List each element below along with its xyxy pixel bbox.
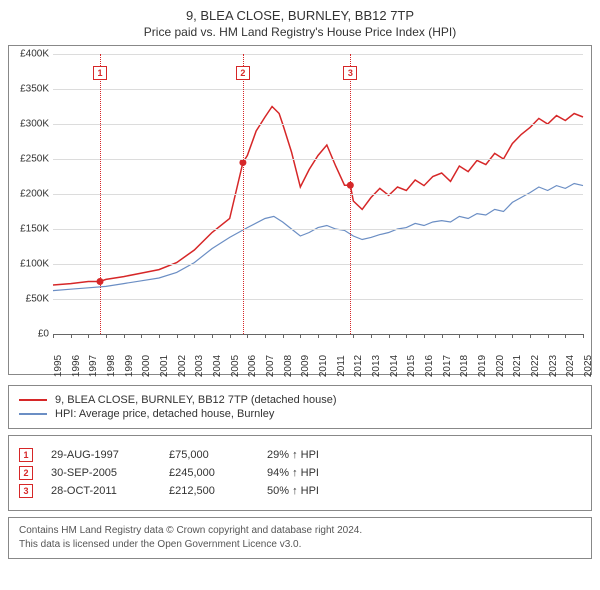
- gridline: [53, 229, 583, 230]
- sale-row-marker: 1: [19, 448, 33, 462]
- legend: 9, BLEA CLOSE, BURNLEY, BB12 7TP (detach…: [8, 385, 592, 429]
- x-tick-label: 2006: [247, 355, 258, 377]
- gridline: [53, 194, 583, 195]
- x-tick-label: 2017: [442, 355, 453, 377]
- sale-reference-line: [243, 54, 244, 334]
- sale-marker-box: 2: [236, 66, 250, 80]
- y-tick-label: £400K: [9, 49, 49, 60]
- x-tick-label: 2016: [424, 355, 435, 377]
- gridline: [53, 299, 583, 300]
- x-tick-label: 2020: [495, 355, 506, 377]
- x-tick-label: 2005: [230, 355, 241, 377]
- x-tick-label: 2024: [565, 355, 576, 377]
- legend-label: HPI: Average price, detached house, Burn…: [55, 408, 274, 420]
- series-line: [53, 107, 583, 286]
- x-tick-label: 2007: [265, 355, 276, 377]
- x-tick-label: 2023: [548, 355, 559, 377]
- x-tick-label: 2009: [300, 355, 311, 377]
- legend-swatch: [19, 399, 47, 401]
- chart-title: 9, BLEA CLOSE, BURNLEY, BB12 7TP: [8, 8, 592, 23]
- x-tick-label: 2012: [353, 355, 364, 377]
- sale-date: 30-SEP-2005: [51, 467, 151, 479]
- x-tick-label: 2015: [406, 355, 417, 377]
- sale-date: 28-OCT-2011: [51, 485, 151, 497]
- gridline: [53, 89, 583, 90]
- x-tick-label: 2014: [389, 355, 400, 377]
- sales-table: 1 29-AUG-1997 £75,000 29% ↑ HPI 2 30-SEP-2005…: [8, 435, 592, 511]
- sale-date: 29-AUG-1997: [51, 449, 151, 461]
- gridline: [53, 124, 583, 125]
- x-tick-label: 2013: [371, 355, 382, 377]
- sale-price: £75,000: [169, 449, 249, 461]
- sale-hpi-delta: 50% ↑ HPI: [267, 485, 367, 497]
- y-tick-label: £350K: [9, 84, 49, 95]
- x-tick-label: 2000: [141, 355, 152, 377]
- x-tick-label: 2018: [459, 355, 470, 377]
- legend-label: 9, BLEA CLOSE, BURNLEY, BB12 7TP (detach…: [55, 394, 336, 406]
- x-tick-label: 2004: [212, 355, 223, 377]
- plot-area: 1 2 3: [53, 54, 583, 334]
- chart-subtitle: Price paid vs. HM Land Registry's House …: [8, 25, 592, 39]
- x-tick-label: 2003: [194, 355, 205, 377]
- sale-row: 3 28-OCT-2011 £212,500 50% ↑ HPI: [19, 484, 581, 498]
- x-tick-label: 2019: [477, 355, 488, 377]
- sale-marker-box: 1: [93, 66, 107, 80]
- x-tick-label: 1999: [124, 355, 135, 377]
- x-tick-label: 1996: [71, 355, 82, 377]
- legend-item: 9, BLEA CLOSE, BURNLEY, BB12 7TP (detach…: [19, 394, 581, 406]
- chart-container: £0 £50K £100K £150K £200K £250K £300K £350K £400…: [8, 45, 592, 375]
- x-tick: [583, 334, 584, 338]
- footer-line-1: Contains HM Land Registry data © Crown c…: [19, 524, 581, 538]
- x-tick-label: 2010: [318, 355, 329, 377]
- sale-reference-line: [100, 54, 101, 334]
- x-tick-label: 2025: [583, 355, 594, 377]
- x-tick-label: 2021: [512, 355, 523, 377]
- sale-hpi-delta: 94% ↑ HPI: [267, 467, 367, 479]
- y-tick-label: £100K: [9, 259, 49, 270]
- footer-line-2: This data is licensed under the Open Gov…: [19, 538, 581, 552]
- x-tick-label: 2022: [530, 355, 541, 377]
- gridline: [53, 54, 583, 55]
- x-tick-label: 1997: [88, 355, 99, 377]
- y-tick-label: £0: [9, 329, 49, 340]
- y-tick-label: £200K: [9, 189, 49, 200]
- sale-hpi-delta: 29% ↑ HPI: [267, 449, 367, 461]
- y-tick-label: £150K: [9, 224, 49, 235]
- attribution-footer: Contains HM Land Registry data © Crown c…: [8, 517, 592, 559]
- legend-item: HPI: Average price, detached house, Burn…: [19, 408, 581, 420]
- sale-row-marker: 2: [19, 466, 33, 480]
- x-tick-label: 2001: [159, 355, 170, 377]
- sale-price: £245,000: [169, 467, 249, 479]
- legend-swatch: [19, 413, 47, 415]
- x-axis-labels: 1995 1996 1997 1998 1999 2000 2001 2002 2003 2004…: [53, 336, 583, 374]
- y-tick-label: £300K: [9, 119, 49, 130]
- y-tick-label: £250K: [9, 154, 49, 165]
- sale-row: 1 29-AUG-1997 £75,000 29% ↑ HPI: [19, 448, 581, 462]
- x-tick-label: 1998: [106, 355, 117, 377]
- x-tick-label: 2008: [283, 355, 294, 377]
- sale-row-marker: 3: [19, 484, 33, 498]
- sale-reference-line: [350, 54, 351, 334]
- sale-marker-box: 3: [343, 66, 357, 80]
- x-tick-label: 1995: [53, 355, 64, 377]
- x-tick-label: 2011: [336, 355, 347, 377]
- x-tick-label: 2002: [177, 355, 188, 377]
- y-axis-labels: £0£50K£100K£150K£200K£250K£300K£350K£400…: [9, 54, 51, 334]
- gridline: [53, 159, 583, 160]
- sale-price: £212,500: [169, 485, 249, 497]
- y-tick-label: £50K: [9, 294, 49, 305]
- sale-row: 2 30-SEP-2005 £245,000 94% ↑ HPI: [19, 466, 581, 480]
- gridline: [53, 264, 583, 265]
